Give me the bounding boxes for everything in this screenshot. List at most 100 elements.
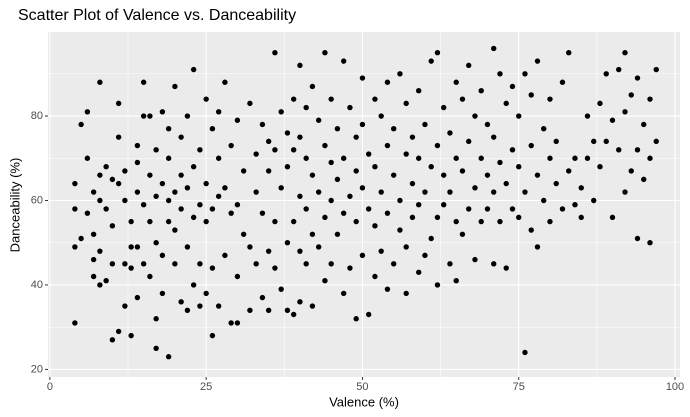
point (422, 252, 428, 259)
y-tick-label: 60 (31, 194, 43, 206)
point (566, 168, 572, 174)
point (259, 121, 266, 128)
point (541, 126, 547, 132)
point (572, 202, 578, 208)
point (297, 62, 303, 69)
point (409, 134, 416, 140)
point (290, 96, 297, 102)
point (409, 214, 416, 221)
point (572, 155, 578, 161)
point (253, 151, 259, 157)
point (422, 121, 428, 128)
point (215, 109, 222, 115)
point (234, 320, 241, 326)
point (203, 180, 209, 187)
point (509, 83, 516, 90)
point (303, 206, 309, 212)
point (103, 278, 109, 284)
point (428, 58, 434, 64)
point (278, 109, 284, 115)
point (428, 235, 434, 242)
point (190, 164, 197, 170)
point (172, 261, 178, 267)
point (622, 109, 628, 115)
point (297, 134, 303, 140)
point (384, 286, 391, 292)
y-axis-title: Danceability (%) (7, 158, 22, 253)
point (484, 121, 491, 128)
point (115, 100, 122, 107)
point (491, 189, 497, 195)
point (453, 218, 459, 225)
point (172, 189, 178, 195)
point (616, 66, 622, 73)
point (472, 185, 478, 191)
point (503, 265, 509, 271)
point (178, 134, 184, 140)
point (153, 316, 159, 322)
point (322, 278, 328, 284)
point (90, 189, 97, 195)
point (434, 214, 441, 221)
point (553, 180, 559, 187)
point (315, 244, 322, 250)
point (297, 299, 303, 305)
point (109, 261, 116, 267)
point (372, 273, 378, 280)
point (259, 294, 266, 301)
point (390, 126, 397, 132)
point (516, 214, 522, 221)
point (322, 49, 328, 56)
point (372, 223, 378, 229)
x-tick-label: 50 (356, 381, 368, 393)
point (415, 202, 422, 208)
point (390, 172, 397, 178)
point (272, 147, 278, 153)
point (384, 79, 391, 85)
point (365, 151, 372, 157)
point (84, 210, 91, 216)
point (609, 214, 616, 221)
point (240, 168, 247, 174)
point (172, 227, 178, 233)
point (128, 218, 134, 225)
point (359, 121, 366, 128)
point (340, 290, 347, 297)
point (97, 197, 103, 204)
point (78, 121, 84, 128)
point (165, 126, 172, 132)
point (97, 79, 103, 85)
point (153, 193, 159, 199)
point (509, 206, 516, 212)
point (278, 185, 284, 191)
point (566, 49, 572, 56)
point (491, 45, 497, 52)
point (203, 218, 209, 225)
point (447, 261, 453, 267)
point (616, 147, 622, 153)
point (340, 210, 347, 216)
point (384, 142, 391, 149)
point (303, 261, 309, 267)
point (459, 168, 466, 174)
point (622, 49, 628, 56)
point (109, 337, 116, 343)
point (434, 142, 441, 149)
point (478, 218, 484, 225)
point (534, 58, 541, 64)
point (522, 189, 528, 195)
point (328, 197, 334, 204)
point (315, 117, 322, 123)
point (415, 87, 422, 94)
point (228, 320, 234, 326)
point (184, 113, 191, 119)
point (378, 189, 384, 195)
point (303, 155, 309, 161)
point (622, 189, 628, 195)
point (209, 206, 216, 212)
point (72, 320, 78, 326)
point (653, 66, 659, 73)
point (597, 100, 603, 107)
point (265, 168, 272, 174)
